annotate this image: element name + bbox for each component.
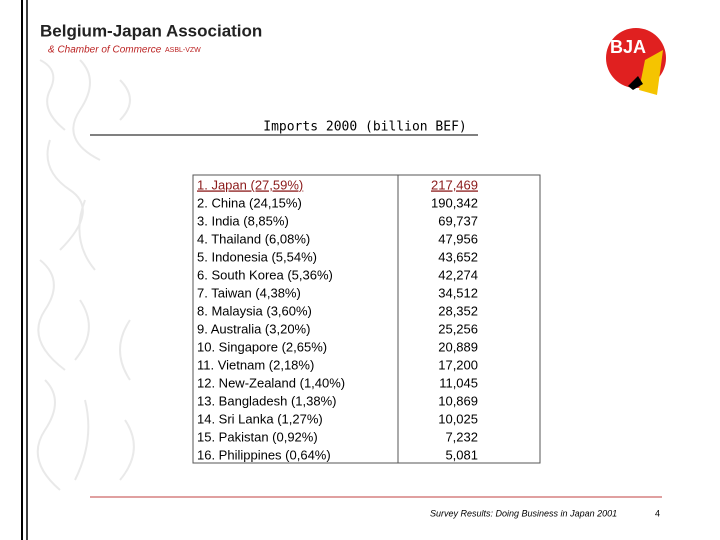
country-cell: 5. Indonesia (5,54%)	[197, 249, 317, 264]
footer-source: Survey Results: Doing Business in Japan …	[430, 508, 617, 518]
value-cell: 20,889	[438, 339, 478, 354]
country-cell: 4. Thailand (6,08%)	[197, 231, 310, 246]
country-cell: 3. India (8,85%)	[197, 213, 289, 228]
country-cell: 2. China (24,15%)	[197, 195, 302, 210]
country-cell: 11. Vietnam (2,18%)	[197, 357, 314, 372]
association-name: Belgium-Japan Association	[40, 21, 262, 40]
value-cell: 217,469	[431, 177, 478, 192]
country-cell: 15. Pakistan (0,92%)	[197, 429, 318, 444]
country-cell: 7. Taiwan (4,38%)	[197, 285, 301, 300]
value-cell: 47,956	[438, 231, 478, 246]
country-cell: 12. New-Zealand (1,40%)	[197, 375, 345, 390]
value-cell: 5,081	[445, 447, 478, 462]
country-cell: 6. South Korea (5,36%)	[197, 267, 333, 282]
logo-text: BJA	[610, 37, 646, 57]
country-cell: 8. Malaysia (3,60%)	[197, 303, 312, 318]
country-cell: 1. Japan (27,59%)	[197, 177, 303, 192]
value-cell: 7,232	[445, 429, 478, 444]
value-cell: 11,045	[439, 375, 478, 390]
value-cell: 28,352	[438, 303, 478, 318]
country-cell: 16. Philippines (0,64%)	[197, 447, 331, 462]
value-cell: 43,652	[438, 249, 478, 264]
calligraphy-watermark	[36, 59, 135, 491]
value-cell: 10,025	[438, 411, 478, 426]
value-cell: 34,512	[438, 285, 478, 300]
country-cell: 10. Singapore (2,65%)	[197, 339, 327, 354]
logo-shape	[639, 50, 663, 95]
value-cell: 10,869	[438, 393, 478, 408]
country-cell: 14. Sri Lanka (1,27%)	[197, 411, 323, 426]
country-cell: 9. Australia (3,20%)	[197, 321, 310, 336]
table-body: 1. Japan (27,59%) 217,469 2. China (24,15%…	[197, 177, 478, 462]
value-cell: 69,737	[438, 213, 478, 228]
slide-title: Imports 2000 (billion BEF)	[263, 120, 467, 135]
page-number: 4	[655, 508, 660, 518]
association-suffix: ASBL-VZW	[165, 47, 201, 54]
table-border	[192, 174, 541, 464]
logo-figure	[628, 76, 643, 90]
association-subtitle: & Chamber of Commerce	[48, 45, 162, 56]
country-cell: 13. Bangladesh (1,38%)	[197, 393, 336, 408]
value-cell: 25,256	[438, 321, 478, 336]
value-cell: 42,274	[438, 267, 478, 282]
value-cell: 190,342	[431, 195, 478, 210]
value-cell: 17,200	[438, 357, 478, 372]
